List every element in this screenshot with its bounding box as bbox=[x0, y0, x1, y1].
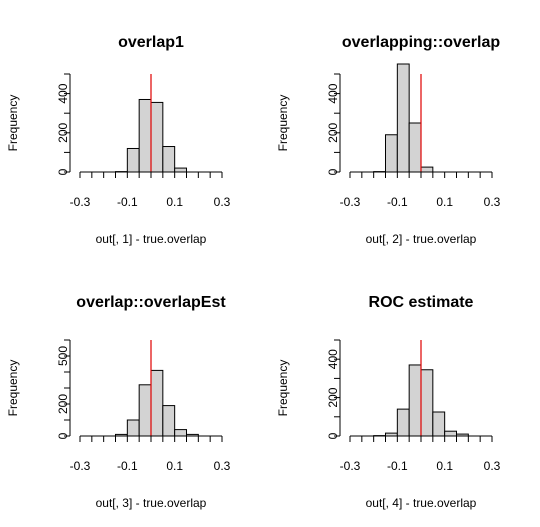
histogram-bar bbox=[408, 122, 422, 173]
x-tick-label: -0.3 bbox=[340, 195, 361, 209]
x-axis-label: out[, 3] - true.overlap bbox=[96, 496, 207, 510]
y-tick-label: 0 bbox=[326, 432, 340, 439]
y-axis-label: Frequency bbox=[276, 360, 290, 417]
x-tick-label: -0.1 bbox=[387, 195, 408, 209]
x-tick-label: 0.3 bbox=[484, 195, 501, 209]
y-tick-label: 200 bbox=[56, 394, 70, 414]
chart-title: ROC estimate bbox=[369, 294, 474, 311]
x-tick-label: -0.3 bbox=[340, 459, 361, 473]
panel-4: ROC estimate -0.3 -0.1 0.1 0.3 out[, 4] - tru… bbox=[276, 294, 501, 510]
histogram-bar bbox=[408, 364, 422, 437]
chart-title: overlap::overlapEst bbox=[76, 294, 226, 311]
x-tick-label: 0.1 bbox=[436, 195, 453, 209]
y-tick-label: 200 bbox=[326, 387, 340, 407]
chart-title: overlapping::overlap bbox=[342, 34, 500, 51]
histogram-bar bbox=[385, 134, 398, 173]
chart-title: overlap1 bbox=[118, 34, 184, 51]
y-tick-label: 0 bbox=[326, 168, 340, 175]
y-tick-label: 200 bbox=[326, 122, 340, 142]
y-axis-label: Frequency bbox=[6, 360, 20, 417]
histogram-bar bbox=[138, 384, 152, 437]
x-tick-label: -0.3 bbox=[70, 195, 91, 209]
y-tick-label: 0 bbox=[56, 168, 70, 175]
y-axis-label: Frequency bbox=[6, 95, 20, 152]
histogram-bar bbox=[420, 369, 434, 437]
x-tick-label: 0.3 bbox=[214, 459, 231, 473]
y-tick-label: 400 bbox=[326, 349, 340, 369]
histogram-bar bbox=[420, 166, 434, 173]
y-tick-label: 0 bbox=[56, 432, 70, 439]
y-tick-label: 400 bbox=[56, 83, 70, 103]
x-tick-label: 0.3 bbox=[484, 459, 501, 473]
histogram-bar bbox=[150, 101, 164, 173]
x-axis-label: out[, 1] - true.overlap bbox=[96, 232, 207, 246]
histogram-bar bbox=[444, 430, 457, 437]
y-tick-label: 200 bbox=[56, 122, 70, 142]
histogram-bar bbox=[162, 146, 176, 173]
x-tick-label: -0.3 bbox=[70, 459, 91, 473]
histogram-bar bbox=[432, 411, 446, 437]
panel-2: overlapping::overlap-0.3 -0.1 0.1 0.3out[, … bbox=[276, 34, 501, 246]
x-tick-label: -0.1 bbox=[387, 459, 408, 473]
histogram-bar bbox=[126, 419, 140, 437]
histogram-bar bbox=[174, 429, 188, 437]
x-tick-label: -0.1 bbox=[117, 195, 138, 209]
histogram-bar bbox=[138, 98, 152, 173]
y-axis-label: Frequency bbox=[276, 95, 290, 152]
histogram-bar bbox=[150, 369, 164, 437]
x-tick-label: 0.3 bbox=[214, 195, 231, 209]
x-tick-label: 0.1 bbox=[166, 195, 183, 209]
histogram-bar bbox=[162, 405, 176, 437]
x-axis-label: out[, 4] - true.overlap bbox=[366, 496, 477, 510]
x-tick-label: 0.1 bbox=[166, 459, 183, 473]
y-tick-label: 500 bbox=[56, 346, 70, 366]
y-tick-label: 400 bbox=[326, 83, 340, 103]
histogram-bar bbox=[396, 408, 410, 437]
x-tick-label: -0.1 bbox=[117, 459, 138, 473]
histogram-bar bbox=[174, 167, 188, 173]
histogram-bar bbox=[126, 147, 140, 173]
x-tick-label: 0.1 bbox=[436, 459, 453, 473]
histogram-bar bbox=[396, 63, 410, 173]
panel-1: overlap1 -0.3 -0.1 0.1 0.3 out[, 1] - true.ov… bbox=[6, 34, 231, 246]
x-axis-label: out[, 2] - true.overlap bbox=[366, 232, 477, 246]
